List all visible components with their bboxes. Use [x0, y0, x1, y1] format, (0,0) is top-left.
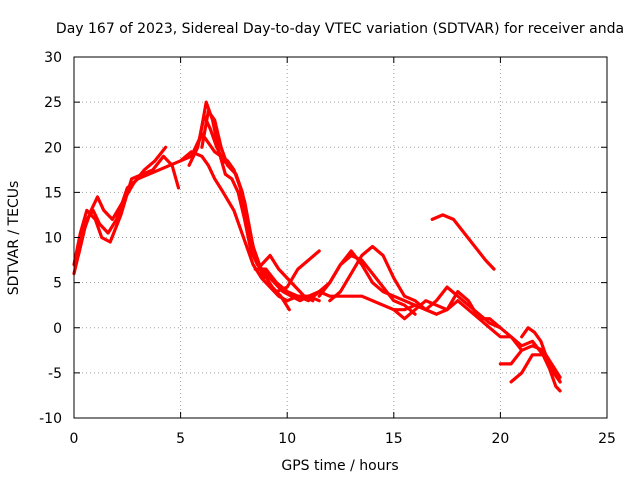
series-line-12	[317, 249, 428, 312]
y-tick-label-0: -10	[39, 411, 62, 427]
x-tick-label-4: 20	[491, 431, 509, 447]
series-line-19	[520, 326, 562, 384]
x-axis-label: GPS time / hours	[281, 458, 398, 474]
y-tick-label-1: -5	[48, 366, 62, 382]
axis-ticks: 0 5 10 15 20 25 -10 -5 0 5 10 15 20 25 30	[39, 50, 616, 447]
y-tick-label-6: 20	[44, 140, 62, 156]
series-line-1	[72, 150, 289, 303]
series-line-8	[253, 267, 438, 316]
series-group	[72, 100, 562, 393]
x-tick-label-3: 15	[385, 431, 403, 447]
series-line-7	[200, 109, 262, 267]
series-line-17	[498, 344, 562, 379]
series-line-16	[430, 213, 496, 271]
series-line-13	[328, 244, 502, 330]
y-tick-label-5: 15	[44, 185, 62, 201]
series-line-2	[72, 154, 181, 267]
x-tick-label-1: 5	[176, 431, 185, 447]
y-tick-label-3: 5	[53, 276, 62, 292]
y-tick-label-7: 25	[44, 95, 62, 111]
series-line-9	[260, 253, 315, 303]
series-line-3	[76, 145, 168, 258]
chart-title: Day 167 of 2023, Sidereal Day-to-day VTE…	[56, 21, 624, 37]
series-line-4	[179, 100, 321, 303]
y-axis-label: SDTVAR / TECUs	[6, 181, 22, 296]
y-tick-label-4: 10	[44, 231, 62, 247]
y-tick-label-8: 30	[44, 50, 62, 66]
grid-lines	[74, 57, 607, 418]
series-line-15	[424, 285, 524, 352]
x-tick-label-2: 10	[278, 431, 296, 447]
x-tick-label-5: 25	[598, 431, 616, 447]
series-line-11	[285, 253, 417, 316]
series-line-18	[509, 353, 562, 393]
x-tick-label-0: 0	[70, 431, 79, 447]
y-tick-label-2: 0	[53, 321, 62, 337]
series-line-14	[392, 290, 562, 384]
series-line-10	[274, 249, 321, 294]
